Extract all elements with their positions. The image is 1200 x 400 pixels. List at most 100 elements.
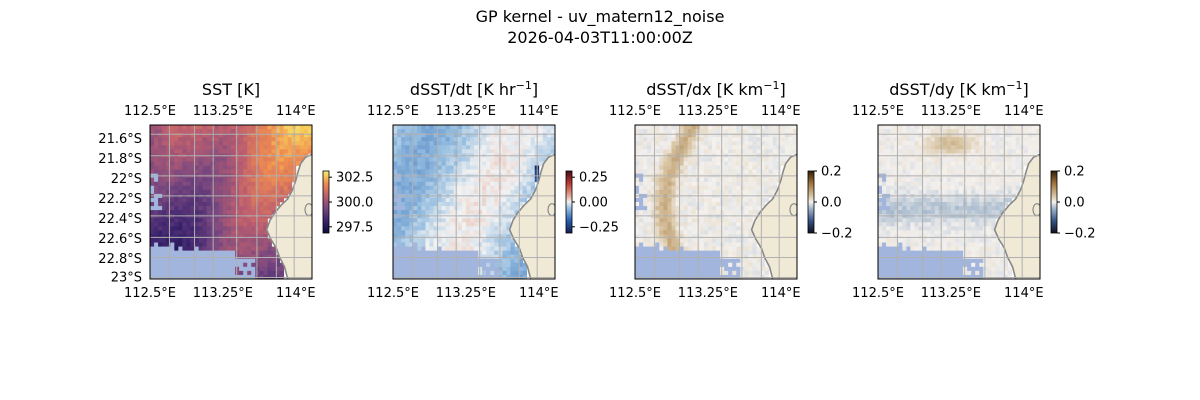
heatmap-cell bbox=[918, 133, 923, 138]
heatmap-cell bbox=[934, 218, 940, 223]
heatmap-cell bbox=[267, 137, 272, 142]
heatmap-cell bbox=[999, 202, 1004, 207]
heatmap-cell bbox=[170, 242, 175, 247]
heatmap-cell bbox=[186, 157, 191, 162]
heatmap-cell bbox=[707, 133, 713, 138]
heatmap-cell bbox=[635, 230, 640, 235]
heatmap-cell bbox=[170, 222, 175, 227]
heatmap-cell bbox=[469, 181, 475, 187]
heatmap-cell bbox=[764, 133, 770, 138]
heatmap-cell bbox=[393, 169, 398, 175]
heatmap-cell bbox=[683, 185, 689, 191]
heatmap-cell bbox=[894, 189, 899, 195]
heatmap-cell bbox=[764, 185, 770, 191]
heatmap-cell bbox=[894, 177, 899, 183]
heatmap-cell bbox=[421, 206, 426, 211]
heatmap-cell bbox=[251, 133, 256, 138]
heatmap-cell bbox=[995, 145, 1000, 150]
heatmap-cell bbox=[878, 222, 883, 227]
heatmap-cell bbox=[421, 141, 426, 146]
heatmap-cell bbox=[906, 141, 911, 146]
heatmap-cell bbox=[691, 270, 697, 276]
heatmap-cell bbox=[740, 242, 745, 247]
heatmap-cell bbox=[720, 246, 725, 252]
heatmap-cell bbox=[538, 149, 544, 154]
heatmap-cell bbox=[942, 141, 948, 146]
heatmap-cell bbox=[486, 129, 491, 134]
heatmap-cell bbox=[409, 197, 414, 203]
heatmap-cell bbox=[914, 165, 919, 170]
heatmap-cell bbox=[1027, 133, 1033, 138]
heatmap-cell bbox=[498, 189, 503, 195]
heatmap-cell bbox=[663, 230, 668, 235]
heatmap-cell bbox=[506, 145, 511, 150]
heatmap-cell bbox=[707, 270, 713, 276]
heatmap-cell bbox=[950, 125, 956, 130]
heatmap-cell bbox=[259, 165, 264, 170]
heatmap-cell bbox=[514, 254, 519, 260]
heatmap-cell bbox=[946, 169, 952, 175]
heatmap-cell bbox=[259, 222, 264, 227]
lon-tick-label-top: 113.25°E bbox=[193, 104, 253, 119]
heatmap-cell bbox=[926, 202, 932, 207]
heatmap-cell bbox=[687, 125, 693, 130]
heatmap-cell bbox=[740, 238, 745, 243]
heatmap-cell bbox=[699, 125, 705, 130]
heatmap-cell bbox=[732, 218, 737, 223]
heatmap-cell bbox=[429, 218, 434, 223]
heatmap-cell bbox=[502, 266, 507, 272]
heatmap-cell bbox=[231, 185, 236, 191]
heatmap-cell bbox=[202, 226, 208, 231]
heatmap-cell bbox=[154, 125, 159, 130]
heatmap-cell bbox=[716, 202, 721, 207]
heatmap-cell bbox=[659, 262, 664, 268]
heatmap-cell bbox=[768, 161, 774, 166]
heatmap-cell bbox=[206, 169, 212, 175]
map-area bbox=[878, 125, 1040, 279]
heatmap-cell bbox=[469, 238, 475, 243]
heatmap-cell bbox=[283, 177, 289, 183]
heatmap-cell bbox=[691, 226, 697, 231]
heatmap-cell bbox=[303, 129, 309, 134]
heatmap-cell bbox=[182, 270, 187, 276]
heatmap-cell bbox=[691, 242, 697, 247]
heatmap-cell bbox=[732, 149, 737, 154]
heatmap-cell bbox=[683, 266, 689, 272]
heatmap-cell bbox=[231, 230, 236, 235]
heatmap-cell bbox=[744, 238, 749, 243]
heatmap-cell bbox=[736, 262, 741, 268]
heatmap-cell bbox=[671, 202, 676, 207]
heatmap-cell bbox=[514, 262, 519, 268]
heatmap-cell bbox=[178, 197, 183, 203]
heatmap-cell bbox=[182, 262, 187, 268]
heatmap-cell bbox=[170, 145, 175, 150]
heatmap-cell bbox=[699, 234, 705, 239]
heatmap-cell bbox=[202, 145, 208, 150]
heatmap-cell bbox=[987, 218, 992, 223]
heatmap-cell bbox=[154, 169, 159, 175]
heatmap-cell bbox=[983, 141, 988, 146]
heatmap-cell bbox=[457, 149, 463, 154]
heatmap-cell bbox=[461, 129, 467, 134]
heatmap-cell bbox=[449, 242, 455, 247]
heatmap-cell bbox=[498, 125, 503, 130]
heatmap-cell bbox=[740, 214, 745, 219]
heatmap-cell bbox=[413, 141, 418, 146]
heatmap-cell bbox=[890, 177, 895, 183]
heatmap-cell bbox=[457, 145, 463, 150]
heatmap-cell bbox=[226, 185, 232, 191]
heatmap-cell bbox=[174, 129, 179, 134]
heatmap-cell bbox=[679, 234, 684, 239]
heatmap-cell bbox=[914, 189, 919, 195]
heatmap-cell bbox=[639, 137, 644, 142]
heatmap-cell bbox=[417, 206, 422, 211]
heatmap-cell bbox=[675, 165, 680, 170]
heatmap-cell bbox=[740, 169, 745, 175]
heatmap-cell bbox=[502, 246, 507, 252]
heatmap-cell bbox=[469, 254, 475, 260]
gridlines bbox=[150, 125, 312, 279]
colorbar-gradient bbox=[565, 170, 573, 234]
heatmap-cell bbox=[667, 218, 672, 223]
heatmap-cell bbox=[433, 145, 438, 150]
heatmap-cell bbox=[975, 137, 980, 142]
